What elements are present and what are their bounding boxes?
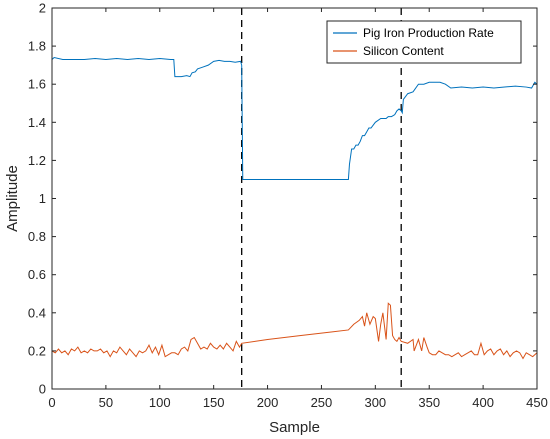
legend-label-pig-iron: Pig Iron Production Rate bbox=[363, 26, 494, 40]
legend-label-silicon: Silicon Content bbox=[363, 44, 444, 58]
y-tick-label: 2 bbox=[39, 1, 46, 16]
x-axis-label: Sample bbox=[269, 419, 320, 436]
x-tick-label: 0 bbox=[48, 395, 55, 410]
y-tick-label: 0.6 bbox=[28, 267, 46, 282]
x-tick-label: 300 bbox=[364, 395, 386, 410]
y-tick-label: 1.4 bbox=[28, 115, 46, 130]
x-tick-label: 250 bbox=[311, 395, 333, 410]
x-tick-label: 100 bbox=[149, 395, 171, 410]
x-tick-label: 400 bbox=[472, 395, 494, 410]
x-tick-label: 450 bbox=[526, 395, 548, 410]
y-tick-label: 1.2 bbox=[28, 153, 46, 168]
y-tick-label: 0.4 bbox=[28, 305, 46, 320]
x-tick-label: 350 bbox=[418, 395, 440, 410]
series-group bbox=[51, 56, 538, 360]
legend: Pig Iron Production Rate Silicon Content bbox=[326, 20, 522, 64]
x-axis: 0 50 100 150 200 250 300 350 400 450 bbox=[48, 8, 548, 410]
y-tick-label: 1.8 bbox=[28, 39, 46, 54]
series-line-pig-iron-production-rate bbox=[51, 56, 538, 180]
x-tick-label: 50 bbox=[99, 395, 113, 410]
y-tick-label: 0.2 bbox=[28, 343, 46, 358]
x-tick-label: 200 bbox=[257, 395, 279, 410]
legend-box bbox=[326, 20, 522, 64]
y-tick-label: 0 bbox=[39, 382, 46, 397]
y-tick-label: 1 bbox=[39, 191, 46, 206]
x-tick-label: 150 bbox=[203, 395, 225, 410]
y-tick-label: 0.8 bbox=[28, 229, 46, 244]
y-axis: 0 0.2 0.4 0.6 0.8 1 1.2 1.4 1.6 1.8 2 bbox=[28, 1, 537, 397]
plot-area bbox=[52, 8, 537, 389]
y-tick-label: 1.6 bbox=[28, 77, 46, 92]
y-axis-label: Amplitude bbox=[4, 165, 21, 232]
series-line-silicon-content bbox=[51, 302, 538, 360]
